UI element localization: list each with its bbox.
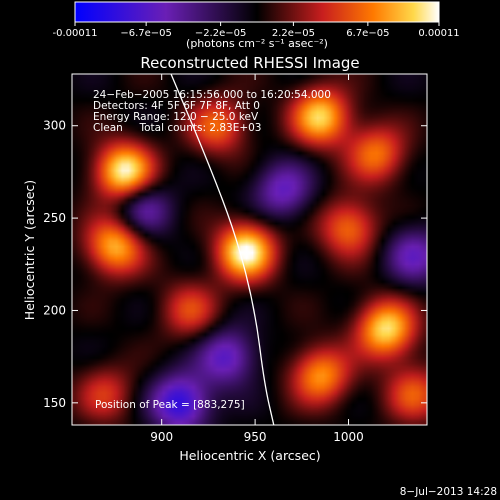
chart-title: Reconstructed RHESSI Image bbox=[140, 54, 359, 72]
annotation-counts: Clean Total counts: 2.83E+03 bbox=[93, 122, 262, 134]
colorbar-ticks: -0.00011 −6.7e−05 −2.2e−05 2.2e−05 6.7e−05 0.… bbox=[53, 22, 460, 39]
colorbar-tick-label: −2.2e−05 bbox=[195, 28, 247, 39]
plot-frame bbox=[71, 73, 428, 426]
footer-date: 8−Jul−2013 14:28 bbox=[400, 486, 497, 498]
colorbar-frame bbox=[74, 1, 440, 23]
y-axis-ticks: 150 200 250 300 bbox=[43, 119, 427, 410]
y-tick-label: 250 bbox=[43, 211, 66, 225]
annotation-energy: Energy Range: 12.0 − 25.0 keV bbox=[93, 111, 259, 123]
x-tick-label: 900 bbox=[150, 430, 173, 444]
heatmap bbox=[72, 74, 427, 425]
colorbar-tick-label: −6.7e−05 bbox=[120, 28, 172, 39]
annotation-time: 24−Feb−2005 16:15:56.000 to 16:20:54.000 bbox=[93, 89, 331, 101]
x-axis-ticks: 900 950 1000 bbox=[150, 74, 364, 444]
x-tick-label: 950 bbox=[244, 430, 267, 444]
colorbar-tick-label: 6.7e−05 bbox=[346, 28, 389, 39]
y-tick-label: 200 bbox=[43, 303, 66, 317]
y-axis-label: Heliocentric Y (arcsec) bbox=[22, 180, 37, 320]
x-axis-label: Heliocentric X (arcsec) bbox=[179, 448, 320, 463]
solar-limb-line bbox=[170, 74, 275, 425]
colorbar-tick-label: 0.00011 bbox=[418, 28, 459, 39]
peak-position-label: Position of Peak = [883,275] bbox=[95, 399, 245, 411]
colorbar bbox=[75, 2, 439, 22]
y-tick-label: 150 bbox=[43, 396, 66, 410]
x-tick-label: 1000 bbox=[333, 430, 364, 444]
colorbar-tick-label: 2.2e−05 bbox=[272, 28, 315, 39]
y-tick-label: 300 bbox=[43, 119, 66, 133]
colorbar-tick-label: -0.00011 bbox=[53, 28, 98, 39]
heatmap-image bbox=[72, 74, 427, 425]
colorbar-unit-label: (photons cm⁻² s⁻¹ asec⁻²) bbox=[186, 37, 328, 50]
annotation-detectors: Detectors: 4F 5F 6F 7F 8F, Att 0 bbox=[93, 100, 260, 112]
